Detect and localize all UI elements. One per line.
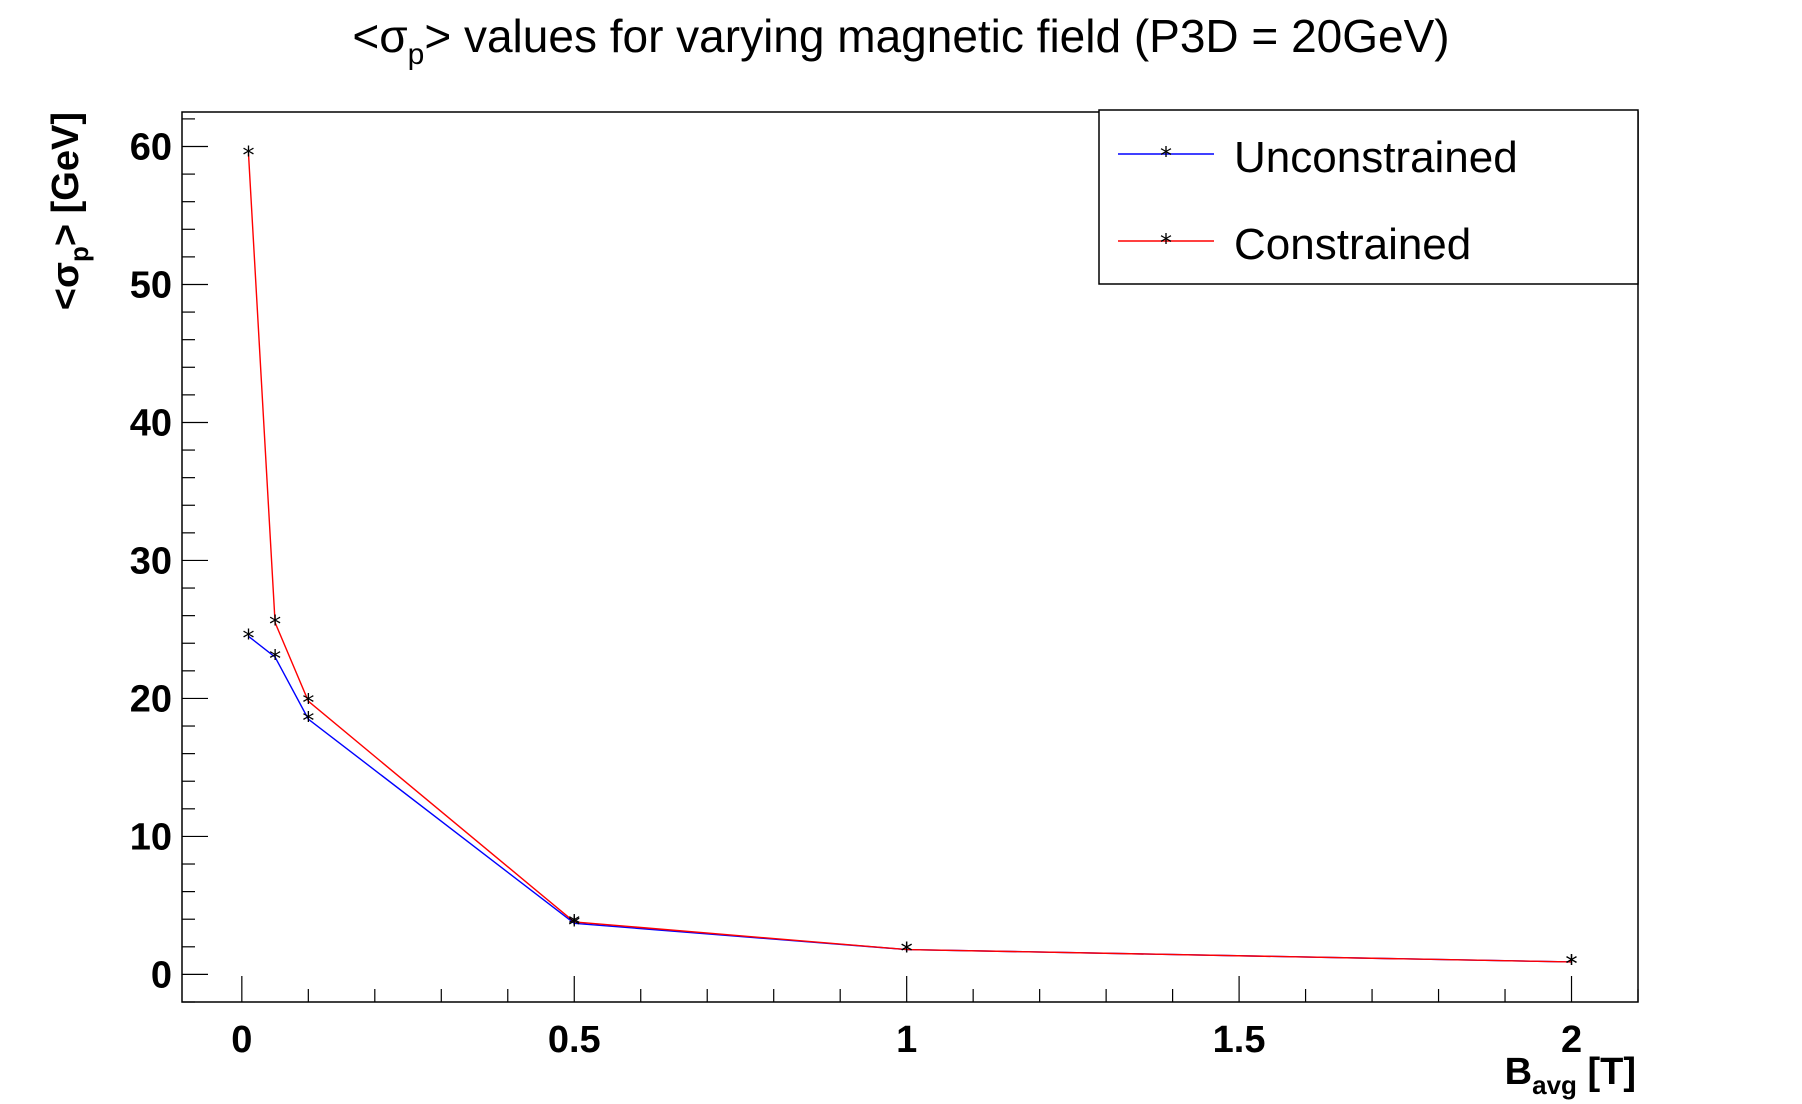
legend: * Unconstrained * Constrained xyxy=(1098,109,1639,285)
y-axis-tick-labels: 0 10 20 30 40 50 60 xyxy=(130,126,172,996)
data-point-constrained: * xyxy=(302,689,314,717)
x-axis-label-sub: avg xyxy=(1532,1070,1577,1100)
chart-title-sub: p xyxy=(408,38,425,71)
y-tick-label: 40 xyxy=(130,402,172,444)
x-axis-label-post: [T] xyxy=(1577,1051,1636,1093)
legend-label-constrained: Constrained xyxy=(1234,220,1471,269)
x-tick-label: 1 xyxy=(896,1019,917,1061)
y-tick-label: 50 xyxy=(130,264,172,306)
data-point-constrained: * xyxy=(901,938,913,966)
y-axis-label-post: > [GeV] xyxy=(45,112,87,246)
chart-title-pre: <σ xyxy=(352,10,407,62)
chart-title-post: > values for varying magnetic field (P3D… xyxy=(424,10,1449,62)
x-tick-label: 2 xyxy=(1561,1019,1582,1061)
legend-marker-unconstrained: * xyxy=(1160,142,1172,170)
data-point-constrained: * xyxy=(1566,950,1578,978)
y-axis-label: <σp> [GeV] xyxy=(45,112,94,310)
y-tick-label: 60 xyxy=(130,126,172,168)
y-axis-label-sub: p xyxy=(64,246,94,262)
data-point-unconstrained: * xyxy=(568,911,580,939)
x-tick-label: 0 xyxy=(231,1019,252,1061)
data-point-unconstrained: * xyxy=(242,624,254,652)
x-axis-tick-labels: 0 0.5 1 1.5 2 xyxy=(231,1019,1582,1061)
data-point-constrained: * xyxy=(269,611,281,639)
data-point-unconstrained: * xyxy=(302,707,314,735)
series-layer: ***** ****** * xyxy=(242,141,1577,978)
y-tick-label: 20 xyxy=(130,678,172,720)
y-tick-label: 30 xyxy=(130,540,172,582)
data-point-unconstrained: * xyxy=(901,938,913,966)
y-tick-label: 10 xyxy=(130,816,172,858)
x-tick-label: 1.5 xyxy=(1213,1019,1266,1061)
series-line-constrained xyxy=(247,153,1572,963)
chart-title: <σp> values for varying magnetic field (… xyxy=(352,10,1449,71)
x-axis-label: Bavg [T] xyxy=(1505,1051,1636,1100)
data-point-constrained: * xyxy=(242,141,254,169)
y-tick-label: 0 xyxy=(151,954,172,996)
data-point-constrained: * xyxy=(568,910,580,938)
x-axis-ticks xyxy=(241,976,1639,1002)
legend-label-unconstrained: Unconstrained xyxy=(1234,133,1518,182)
series-line-unconstrained xyxy=(248,635,1572,963)
x-tick-label: 0.5 xyxy=(548,1019,601,1061)
x-axis-label-main: B xyxy=(1505,1051,1532,1093)
y-axis-ticks xyxy=(182,118,208,1003)
plot-area xyxy=(181,111,1639,1003)
data-point-unconstrained: * xyxy=(269,645,281,673)
legend-box xyxy=(1098,109,1639,285)
y-axis-label-pre: <σ xyxy=(45,262,87,310)
data-point-unconstrained: * xyxy=(1566,950,1578,978)
legend-marker-constrained: * xyxy=(1160,229,1172,257)
